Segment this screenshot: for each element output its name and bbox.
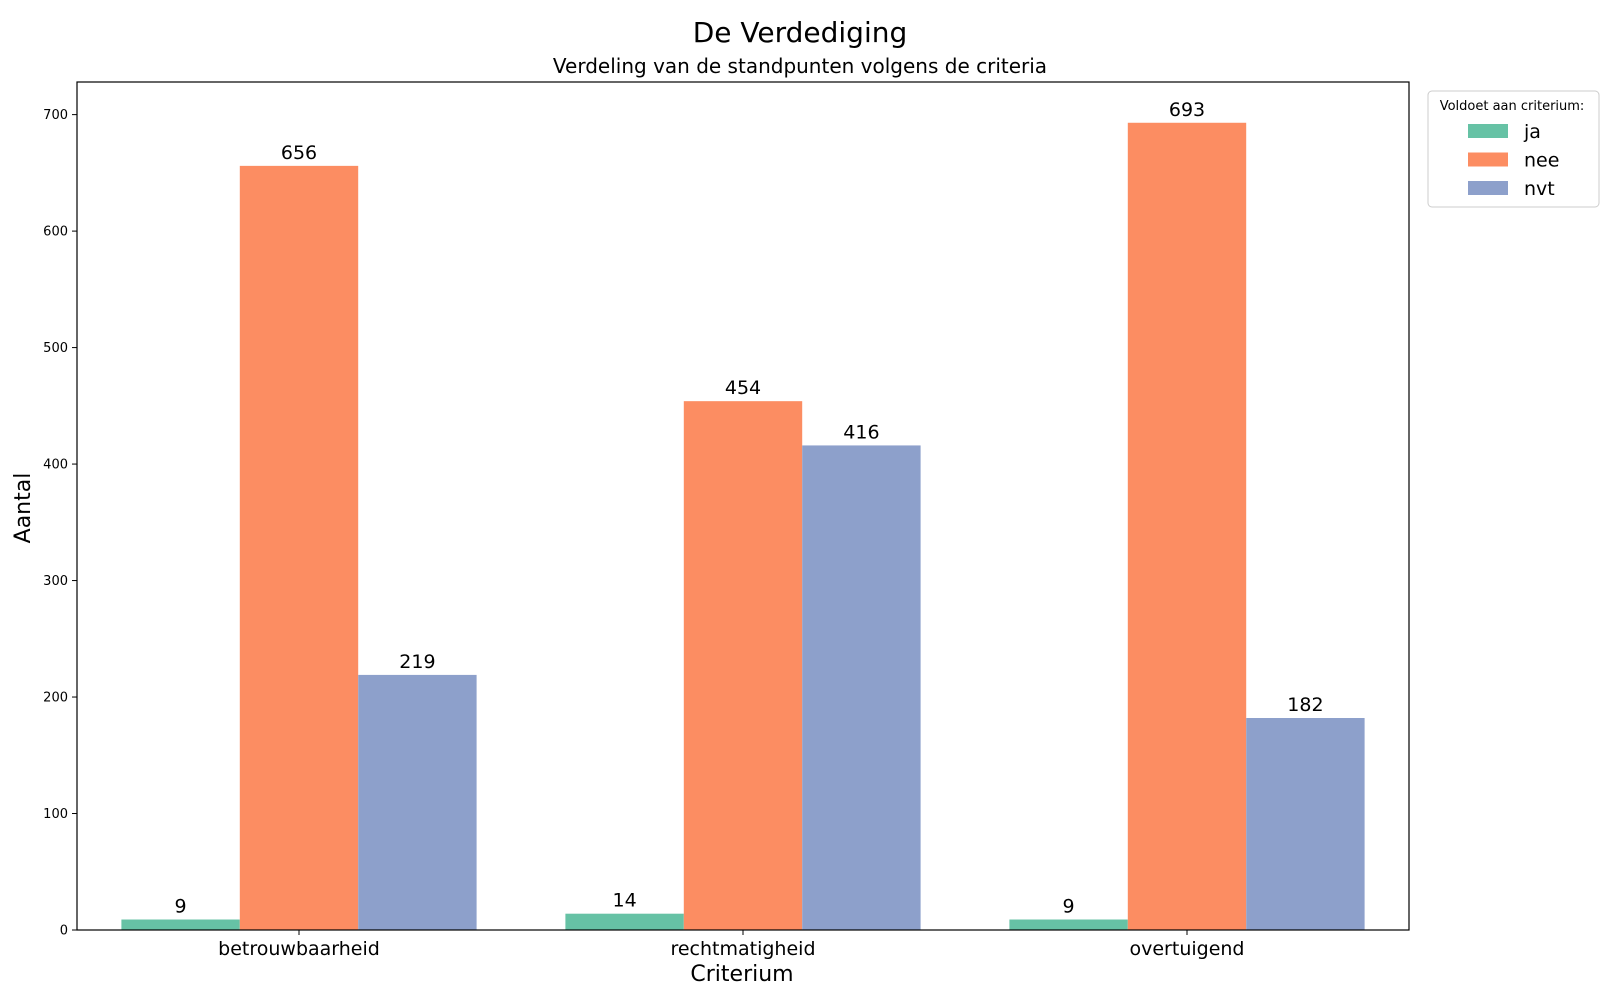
bar-ja <box>1009 919 1128 930</box>
data-label: 14 <box>613 890 637 912</box>
chart-subtitle: Verdeling van de standpunten volgens de … <box>553 54 1047 78</box>
legend-swatch-nvt <box>1468 181 1508 195</box>
y-tick-label: 200 <box>43 691 68 706</box>
plot-frame <box>76 81 1410 931</box>
x-tick-label: rechtmatigheid <box>670 938 815 960</box>
data-label: 219 <box>399 651 435 673</box>
data-label: 9 <box>175 896 187 918</box>
bar-nvt <box>1246 718 1365 930</box>
bar-ja <box>565 913 684 930</box>
data-label: 656 <box>281 142 317 164</box>
y-tick-label: 600 <box>43 225 68 240</box>
legend-label-nvt: nvt <box>1524 178 1555 200</box>
bar-nvt <box>358 674 477 930</box>
bar-nee <box>1127 122 1247 931</box>
legend-title: Voldoet aan criterium: <box>1440 99 1585 114</box>
x-axis-label: Criterium <box>690 962 793 987</box>
legend-swatch-nee <box>1468 152 1508 167</box>
data-label: 416 <box>843 421 879 443</box>
data-label: 693 <box>1169 99 1205 121</box>
legend-label-nee: nee <box>1524 150 1559 172</box>
y-tick-label: 400 <box>43 458 68 473</box>
y-tick-label: 100 <box>43 807 68 822</box>
legend: Voldoet aan criterium: ja nee nvt <box>1427 90 1600 208</box>
bar-nee <box>683 401 803 931</box>
data-label: 182 <box>1287 694 1323 716</box>
legend-label-ja: ja <box>1523 121 1541 143</box>
bar-ja <box>121 919 240 930</box>
bar-nee <box>239 165 359 930</box>
y-tick-label: 700 <box>43 108 68 123</box>
y-tick-label: 300 <box>43 574 68 589</box>
legend-frame <box>1427 90 1600 208</box>
legend-swatch-ja <box>1468 124 1508 138</box>
x-tick-label: overtuigend <box>1130 938 1245 960</box>
y-tick-label: 0 <box>60 924 68 939</box>
data-label: 9 <box>1063 896 1075 918</box>
plot-area: 0 100 200 300 400 500 600 700 9 656 219 betrouwbaar… <box>43 81 1410 960</box>
legend-items: ja nee nvt <box>1468 121 1559 200</box>
y-tick-label: 500 <box>43 341 68 356</box>
data-label: 454 <box>725 377 761 399</box>
y-axis-label: Aantal <box>11 473 36 544</box>
chart-title: De Verdediging <box>693 16 908 49</box>
x-tick-label: betrouwbaarheid <box>218 938 380 960</box>
bar-nvt <box>802 445 921 930</box>
